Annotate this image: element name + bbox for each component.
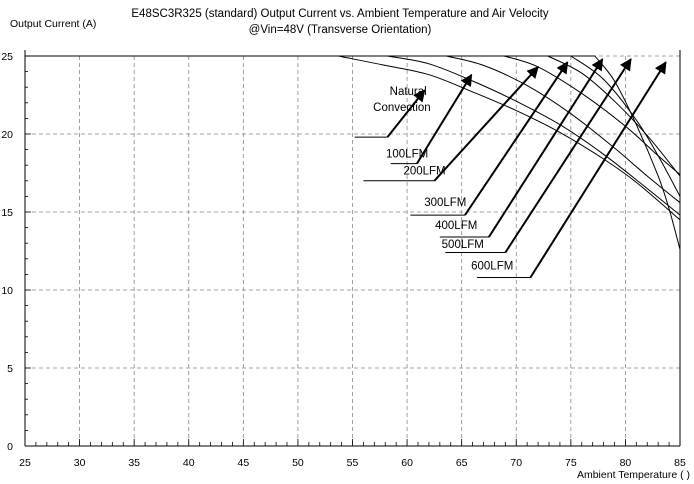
series-lines xyxy=(25,55,681,250)
y-tick-label: 0 xyxy=(7,441,13,453)
series-line-500lfm xyxy=(25,55,681,197)
x-tick-label: 45 xyxy=(237,457,249,469)
axes xyxy=(24,50,681,447)
annotation-arrow xyxy=(416,73,473,165)
series-line-300lfm xyxy=(25,55,681,175)
annotation-label: 600LFM xyxy=(471,261,513,273)
x-tick-label: 25 xyxy=(19,457,31,469)
annotation-arrow xyxy=(504,58,632,254)
annotation-label: 100LFM xyxy=(386,148,428,160)
annotation-arrow xyxy=(433,66,539,182)
x-tick-label: 40 xyxy=(183,457,195,469)
series-line-600lfm xyxy=(25,55,681,250)
y-tick-label: 10 xyxy=(1,285,13,297)
chart-subtitle: @Vin=48V (Transverse Orientation) xyxy=(249,24,432,36)
annotation-label: 300LFM xyxy=(424,197,466,209)
y-axis-label: Output Current (A) xyxy=(10,18,96,30)
x-tick-label: 70 xyxy=(510,457,522,469)
annotation-label: 500LFM xyxy=(442,239,484,251)
annotation-arrow xyxy=(529,61,667,279)
x-axis-label: Ambient Temperature ( ) xyxy=(577,469,690,481)
tick-labels: 25 30 35 40 45 50 55 60 65 70 75 80 85 0 5 10 15 20 25 xyxy=(1,51,686,469)
annotation-arrow xyxy=(488,58,604,238)
series-line-natural-convection xyxy=(25,55,681,221)
series-line-400lfm xyxy=(25,55,681,177)
y-tick-label: 5 xyxy=(7,363,13,375)
x-tick-label: 75 xyxy=(565,457,577,469)
x-tick-label: 60 xyxy=(401,457,413,469)
x-tick-label: 80 xyxy=(620,457,632,469)
annotation-label: Natural xyxy=(390,86,427,98)
chart-title: E48SC3R325 (standard) Output Current vs.… xyxy=(131,8,548,20)
gridlines xyxy=(25,55,681,446)
x-tick-label: 65 xyxy=(456,457,468,469)
series-line-200lfm xyxy=(25,55,681,203)
y-tick-label: 25 xyxy=(1,51,13,63)
annotation-arrow xyxy=(464,61,569,216)
annotation-label: 200LFM xyxy=(403,166,445,178)
x-tick-label: 85 xyxy=(674,457,686,469)
y-tick-label: 15 xyxy=(1,207,13,219)
annotation-label: 400LFM xyxy=(435,220,477,232)
annotations: Natural Convection 100LFM 200LFM 300LFM 400LF… xyxy=(354,58,667,279)
annotation-arrow xyxy=(386,89,426,138)
y-tick-label: 20 xyxy=(1,129,13,141)
x-tick-label: 30 xyxy=(74,457,86,469)
x-tick-label: 50 xyxy=(292,457,304,469)
x-tick-label: 35 xyxy=(128,457,140,469)
x-tick-label: 55 xyxy=(347,457,359,469)
annotation-label: Convection xyxy=(373,102,431,114)
